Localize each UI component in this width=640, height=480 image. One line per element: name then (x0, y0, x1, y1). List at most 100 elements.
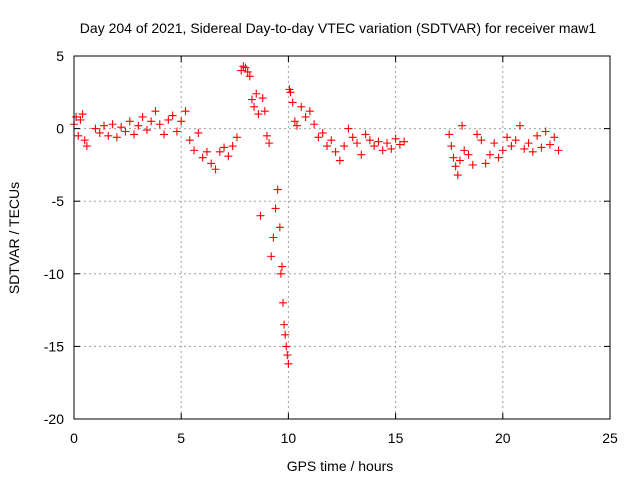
data-point (335, 156, 344, 165)
data-point (310, 120, 319, 129)
data-point (340, 142, 349, 151)
data-point (282, 342, 291, 351)
data-point (104, 131, 113, 140)
data-point (537, 143, 546, 152)
data-point (370, 142, 379, 151)
data-point (453, 171, 462, 180)
x-tick-label: 5 (177, 430, 185, 446)
data-point (232, 133, 241, 142)
data-point (473, 130, 482, 139)
data-point (262, 131, 271, 140)
data-point (357, 150, 366, 159)
data-point (507, 142, 516, 151)
data-point (147, 117, 156, 126)
data-point (378, 146, 387, 155)
data-point (460, 146, 469, 155)
data-point (95, 128, 104, 137)
data-point (202, 147, 211, 156)
data-point (260, 107, 269, 116)
data-point (524, 139, 533, 148)
data-point (215, 147, 224, 156)
data-point (168, 111, 177, 120)
data-point (100, 121, 109, 130)
data-point (541, 127, 550, 136)
data-point (515, 121, 524, 130)
data-point (485, 150, 494, 159)
data-point (374, 137, 383, 146)
data-point (76, 115, 85, 124)
data-point (344, 124, 353, 133)
data-point (284, 359, 293, 368)
data-point (455, 156, 464, 165)
data-point (464, 150, 473, 159)
data-point (301, 112, 310, 121)
data-point (395, 140, 404, 149)
y-axis-label: SDTVAR / TECUs (6, 182, 22, 294)
grid (73, 55, 611, 420)
data-point (451, 162, 460, 171)
data-point (494, 153, 503, 162)
data-point (318, 128, 327, 137)
data-point (520, 144, 529, 153)
data-point (125, 117, 134, 126)
data-point (224, 152, 233, 161)
data-point (252, 89, 261, 98)
y-tick-label: -15 (44, 338, 64, 354)
data-point (445, 130, 454, 139)
x-tick-label: 10 (281, 430, 297, 446)
data-point (207, 159, 216, 168)
data-point (511, 136, 520, 145)
data-point (498, 146, 507, 155)
data-point (190, 146, 199, 155)
data-point (151, 107, 160, 116)
data-point (243, 67, 252, 76)
data-point (288, 98, 297, 107)
data-point (117, 123, 126, 132)
y-tick-label: -20 (44, 411, 64, 427)
data-point (80, 136, 89, 145)
y-tick-label: 0 (56, 121, 64, 137)
data-point (185, 136, 194, 145)
data-point (305, 107, 314, 116)
data-point (280, 320, 289, 329)
x-tick-label: 15 (388, 430, 404, 446)
data-point (237, 66, 246, 75)
y-tick-labels: 5 0 -5 -10 -15 -20 (44, 48, 64, 427)
data-point (241, 63, 250, 72)
data-point (228, 142, 237, 151)
data-point (447, 142, 456, 151)
data-point (91, 124, 100, 133)
data-point (468, 160, 477, 169)
data-point (121, 127, 130, 136)
data-points (70, 62, 563, 368)
data-point (286, 88, 295, 97)
data-point (490, 139, 499, 148)
data-point (250, 102, 259, 111)
data-point (283, 351, 292, 360)
data-point (290, 117, 299, 126)
data-point (449, 153, 458, 162)
data-point (503, 133, 512, 142)
x-tick-label: 0 (70, 430, 78, 446)
data-point (277, 262, 286, 271)
data-point (400, 137, 409, 146)
data-point (314, 133, 323, 142)
data-point (276, 269, 285, 278)
data-point (273, 185, 282, 194)
data-point (78, 110, 87, 119)
data-point (331, 147, 340, 156)
data-point (181, 107, 190, 116)
data-point (164, 115, 173, 124)
data-point (265, 139, 274, 148)
data-point (297, 102, 306, 111)
data-point (134, 121, 143, 130)
plot-frame (73, 55, 611, 420)
data-point (211, 165, 220, 174)
data-point (108, 120, 117, 129)
data-point (142, 126, 151, 135)
data-point (458, 121, 467, 130)
data-point (533, 131, 542, 140)
x-tick-label: 20 (495, 430, 511, 446)
data-point (477, 136, 486, 145)
data-point (198, 153, 207, 162)
